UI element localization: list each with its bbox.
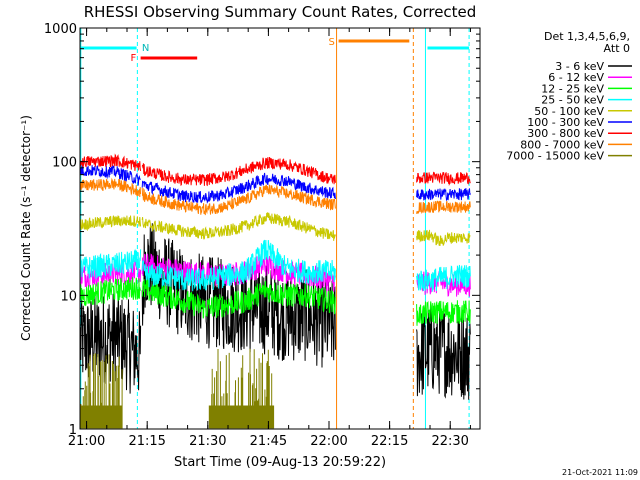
series-path-segment-1 xyxy=(141,212,336,241)
series-path-segment-1 xyxy=(141,184,336,216)
series-12-25kev xyxy=(79,277,471,326)
legend-label: 800 - 7000 keV xyxy=(520,138,604,151)
series-25-50kev xyxy=(79,239,471,292)
series-path-segment-0 xyxy=(79,277,142,307)
saa-flag-label: S xyxy=(328,37,334,48)
series-path-segment-2 xyxy=(416,229,471,247)
series-path-segment-0 xyxy=(79,153,142,171)
legend-header-line-2: Att 0 xyxy=(604,42,630,55)
series-800-7000kev xyxy=(79,177,471,216)
legend-label: 7000 - 15000 keV xyxy=(506,150,604,163)
series-path-segment-0 xyxy=(79,163,141,186)
night-flag-label: N xyxy=(142,43,149,54)
series-path-segment-2 xyxy=(416,200,471,215)
x-tick-label: 21:30 xyxy=(189,434,226,449)
legend-label: 100 - 300 keV xyxy=(527,116,604,129)
series-path-segment-0 xyxy=(79,215,142,232)
series-path-segment-2 xyxy=(416,305,471,400)
series-path-segment-1 xyxy=(141,172,336,204)
legend-label: 12 - 25 keV xyxy=(541,82,604,95)
series-path-segment-1 xyxy=(141,223,336,368)
series-path-segment-1 xyxy=(141,239,336,292)
x-tick-label: 21:45 xyxy=(250,434,287,449)
legend-label: 25 - 50 keV xyxy=(541,94,604,107)
series-100-300kev xyxy=(79,163,471,204)
series-3-6kev xyxy=(79,223,471,400)
series-path-segment-0 xyxy=(79,248,142,279)
flag-layer: NF S xyxy=(80,37,470,64)
y-tick-label: 1 xyxy=(69,423,77,438)
legend-label: 3 - 6 keV xyxy=(555,60,604,73)
legend-label: 300 - 800 keV xyxy=(527,127,604,140)
series-path-segment-2 xyxy=(416,171,471,187)
x-tick-label: 21:00 xyxy=(68,434,105,449)
series-7000-15000kev xyxy=(79,348,275,429)
series-path-segment-2 xyxy=(416,300,471,326)
x-axis-label: Start Time (09-Aug-13 20:59:22) xyxy=(174,455,386,470)
y-tick-label: 1000 xyxy=(44,22,77,37)
series-path xyxy=(79,348,275,429)
x-tick-label: 22:15 xyxy=(371,434,408,449)
legend-header-line-1: Det 1,3,4,5,6,9, xyxy=(544,30,630,43)
x-tick-label: 22:00 xyxy=(310,434,347,449)
legend-label: 50 - 100 keV xyxy=(534,105,604,118)
series-path-segment-1 xyxy=(141,157,336,187)
series-path-segment-1 xyxy=(141,279,336,319)
chart-title: RHESSI Observing Summary Count Rates, Co… xyxy=(84,3,477,21)
series-layer xyxy=(79,153,471,429)
series-path-segment-0 xyxy=(79,260,142,289)
axes: 21:00 21:15 21:30 21:45 22:00 22:15 22:30 1 10 10… xyxy=(44,22,480,449)
series-path-segment-2 xyxy=(416,188,471,202)
x-tick-label: 21:15 xyxy=(128,434,165,449)
y-tick-label: 100 xyxy=(52,156,77,171)
footer-date: 21-Oct-2021 11:09 xyxy=(562,468,638,477)
series-path-segment-0 xyxy=(79,177,142,198)
series-300-800kev xyxy=(79,153,471,187)
y-tick-label: 10 xyxy=(60,289,77,304)
x-tick-label: 22:30 xyxy=(431,434,468,449)
series-50-100kev xyxy=(79,212,471,247)
plot-frame xyxy=(79,27,481,430)
series-path-segment-2 xyxy=(416,264,471,292)
flare-flag-label: F xyxy=(131,53,137,64)
y-axis-label: Corrected Count Rate (s⁻¹ detector⁻¹) xyxy=(19,115,33,341)
series-path-segment-0 xyxy=(79,290,142,394)
legend-label: 6 - 12 keV xyxy=(548,71,604,84)
